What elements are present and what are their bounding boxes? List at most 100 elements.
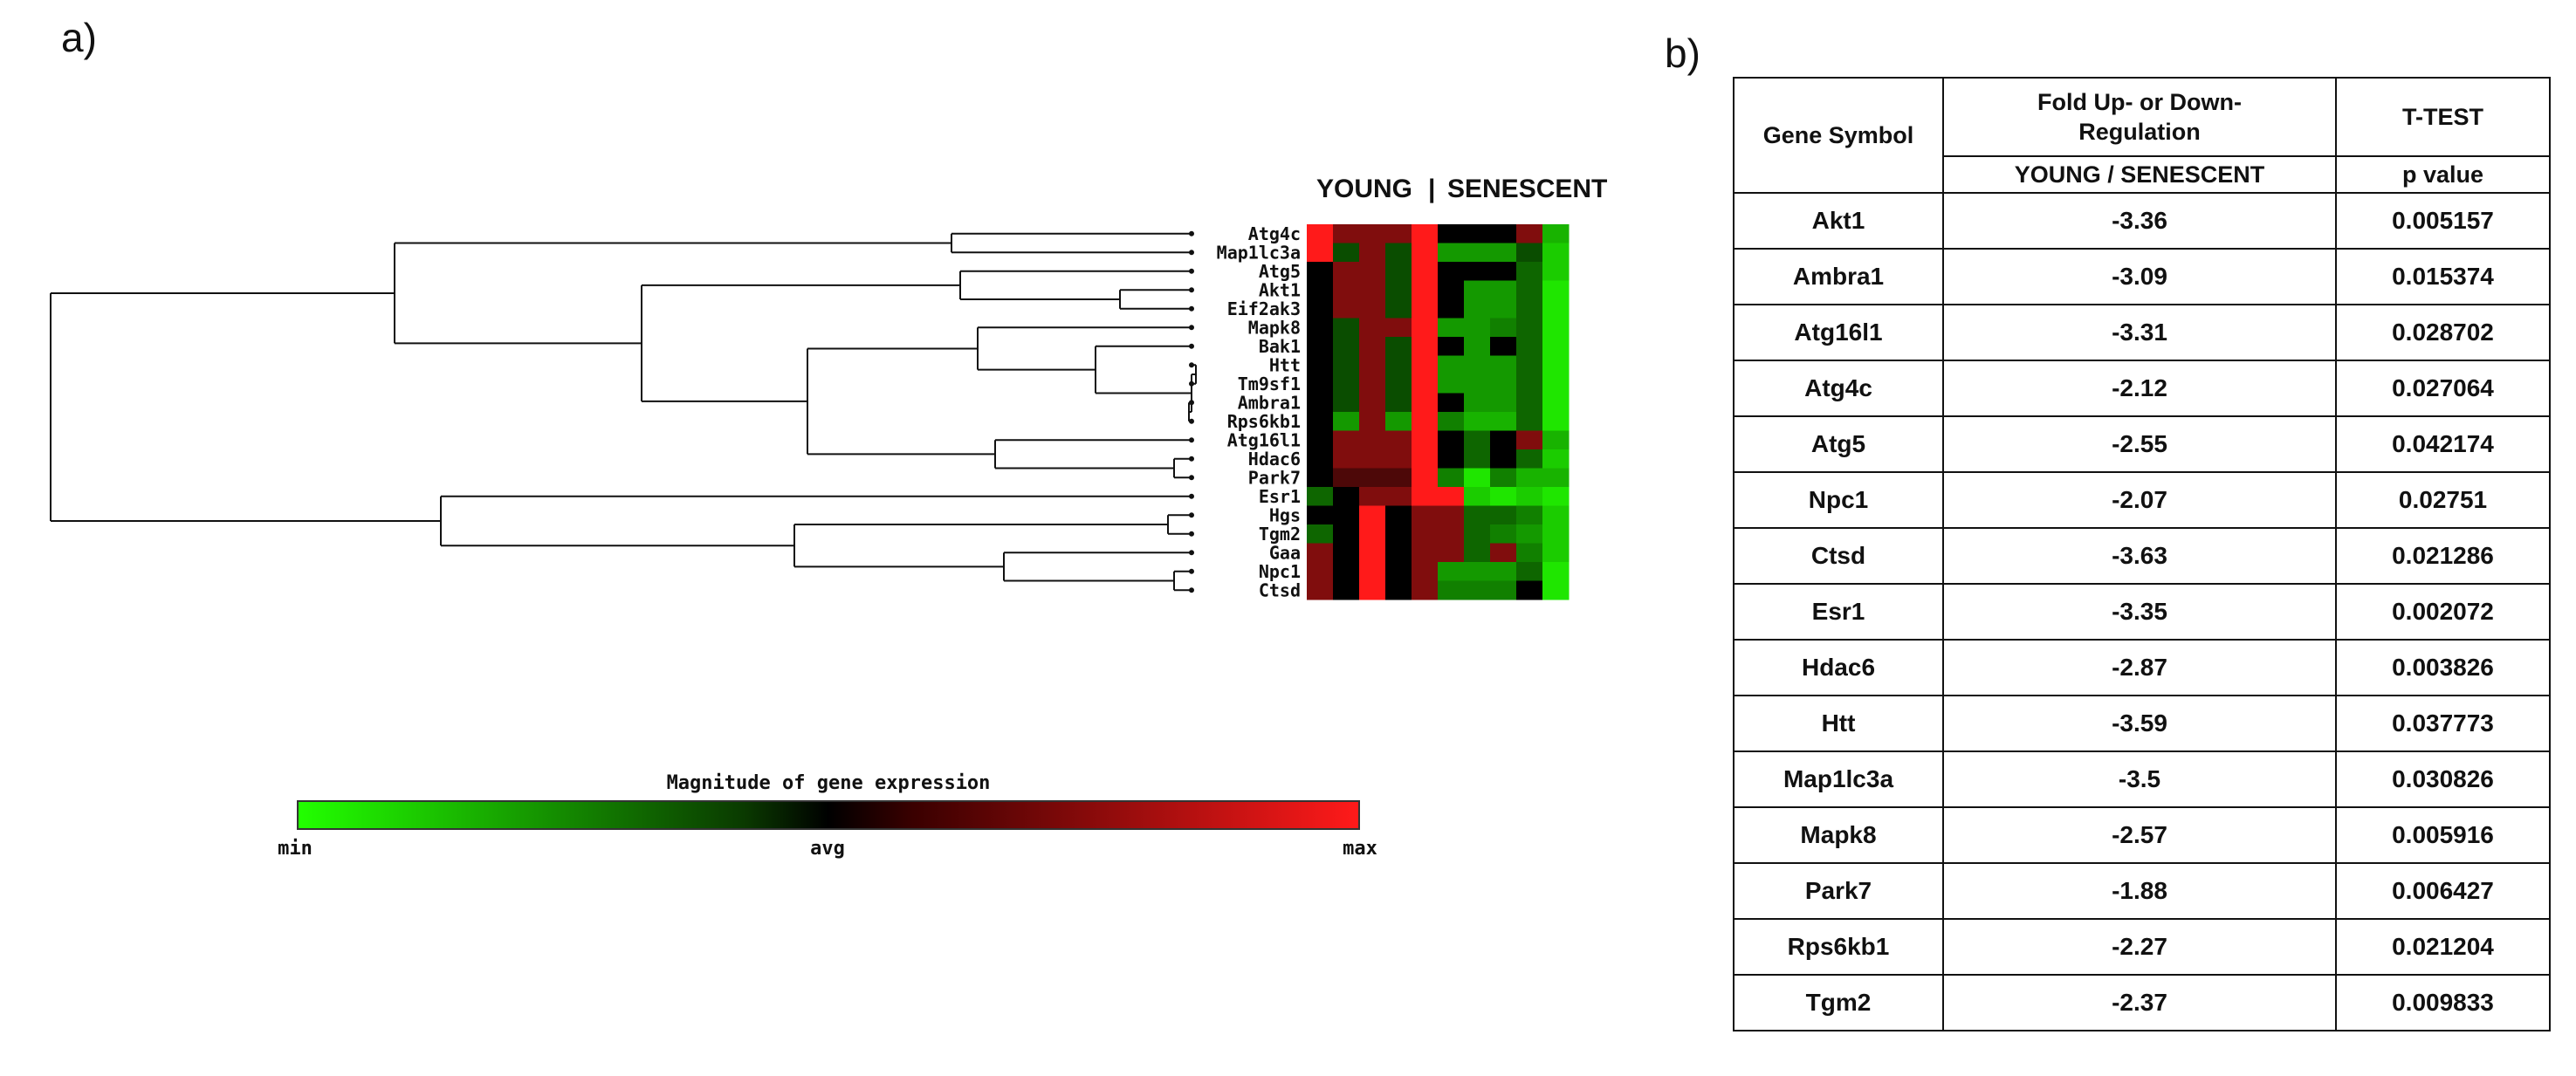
cell-fold: -1.88	[1942, 862, 2337, 920]
heatmap-cell	[1464, 487, 1491, 506]
heatmap-row-label: Rps6kb1	[1227, 411, 1301, 432]
heatmap-cell	[1438, 393, 1465, 413]
table-row: Atg5 -2.55 0.042174	[1733, 415, 2551, 473]
table-row: Mapk8 -2.57 0.005916	[1733, 806, 2551, 864]
heatmap-cell	[1438, 580, 1465, 600]
cell-gene: Htt	[1733, 695, 1944, 752]
heatmap-cell	[1412, 505, 1439, 525]
heatmap-row-label: Bak1	[1259, 336, 1301, 357]
heatmap-cell	[1542, 243, 1570, 263]
cell-gene: Ambra1	[1733, 248, 1944, 305]
dendrogram	[50, 230, 1197, 593]
heatmap-cell	[1542, 449, 1570, 469]
cell-gene: Map1lc3a	[1733, 750, 1944, 808]
cell-fold: -2.27	[1942, 918, 2337, 976]
heatmap-cell	[1464, 393, 1491, 413]
cell-p: 0.005916	[2335, 806, 2551, 864]
heatmap-cell	[1333, 318, 1360, 338]
heatmap-cell	[1385, 224, 1412, 243]
heatmap-cell	[1464, 262, 1491, 281]
heatmap-cell	[1464, 243, 1491, 263]
dendrogram-leaf-dot	[1189, 325, 1194, 331]
heatmap-cell	[1412, 355, 1439, 375]
heatmap-cell	[1333, 543, 1360, 563]
heatmap-cell	[1464, 355, 1491, 375]
dendrogram-leaf-dot	[1189, 400, 1194, 406]
heatmap-cell	[1464, 468, 1491, 488]
heatmap-cell	[1359, 430, 1386, 450]
heatmap-cell	[1385, 580, 1412, 600]
heatmap-row-label: Hgs	[1269, 504, 1301, 525]
heatmap-cell	[1438, 487, 1465, 506]
dendrogram-leaf-dot	[1189, 305, 1194, 312]
dendrogram-leaf-dot	[1189, 268, 1194, 274]
heatmap-cell	[1516, 299, 1543, 319]
heatmap-cell	[1516, 337, 1543, 356]
table-row: Park7 -1.88 0.006427	[1733, 862, 2551, 920]
heatmap-cell	[1490, 487, 1517, 506]
heatmap-row-label: Atg5	[1259, 261, 1301, 282]
cell-gene: Akt1	[1733, 192, 1944, 250]
cell-p: 0.037773	[2335, 695, 2551, 752]
cell-gene: Tgm2	[1733, 974, 1944, 1031]
heatmap-cell	[1516, 412, 1543, 431]
heatmap-cell	[1412, 524, 1439, 544]
heatmap-cell	[1412, 262, 1439, 281]
heatmap-cell	[1385, 337, 1412, 356]
heatmap-cell	[1490, 374, 1517, 394]
heatmap-cell	[1359, 299, 1386, 319]
heatmap-cell	[1516, 468, 1543, 488]
heatmap-cell	[1359, 562, 1386, 581]
heatmap-cell	[1333, 524, 1360, 544]
cell-fold: -3.09	[1942, 248, 2337, 305]
heatmap-cell	[1359, 393, 1386, 413]
cell-p: 0.028702	[2335, 304, 2551, 361]
cell-fold: -3.59	[1942, 695, 2337, 752]
heatmap-cell	[1542, 580, 1570, 600]
heatmap-cell	[1516, 505, 1543, 525]
heatmap-cell	[1333, 505, 1360, 525]
heatmap-cell	[1438, 299, 1465, 319]
heatmap-cell	[1307, 543, 1334, 563]
heatmap-cell	[1438, 243, 1465, 263]
heatmap-cell	[1385, 543, 1412, 563]
heatmap-cell	[1438, 524, 1465, 544]
heatmap-cell	[1307, 468, 1334, 488]
heatmap-cell	[1307, 562, 1334, 581]
heatmap-cell	[1385, 280, 1412, 300]
heatmap-cell	[1412, 468, 1439, 488]
heatmap-cell	[1359, 449, 1386, 469]
heatmap-cell	[1490, 580, 1517, 600]
heatmap-cell	[1516, 393, 1543, 413]
heatmap-cell	[1333, 580, 1360, 600]
dendrogram-leaf-dot	[1189, 456, 1194, 462]
header-gene-symbol: Gene Symbol	[1733, 77, 1944, 194]
header-ttest: T-TEST	[2335, 77, 2551, 157]
cell-gene: Hdac6	[1733, 639, 1944, 696]
heatmap-cell	[1412, 580, 1439, 600]
heatmap-cell	[1438, 505, 1465, 525]
table-row: Htt -3.59 0.037773	[1733, 695, 2551, 752]
heatmap-cell	[1412, 337, 1439, 356]
heatmap-cell	[1333, 262, 1360, 281]
heatmap-cell	[1307, 487, 1334, 506]
heatmap-row-label: Hdac6	[1248, 449, 1301, 469]
heatmap-cell	[1333, 562, 1360, 581]
table-row: Ambra1 -3.09 0.015374	[1733, 248, 2551, 305]
heatmap-cell	[1464, 505, 1491, 525]
heatmap-cell	[1307, 262, 1334, 281]
table-row: Ctsd -3.63 0.021286	[1733, 527, 2551, 585]
heatmap-cell	[1542, 280, 1570, 300]
heatmap-cell	[1490, 562, 1517, 581]
header-fold-line2: Regulation	[2078, 119, 2201, 145]
cell-fold: -3.31	[1942, 304, 2337, 361]
heatmap-cell	[1490, 393, 1517, 413]
heatmap-cell	[1490, 468, 1517, 488]
heatmap-cell	[1412, 562, 1439, 581]
heatmap-cell	[1333, 393, 1360, 413]
heatmap-cell	[1385, 562, 1412, 581]
cell-gene: Atg16l1	[1733, 304, 1944, 361]
dendrogram-leaf-dot	[1189, 493, 1194, 499]
table-row: Akt1 -3.36 0.005157	[1733, 192, 2551, 250]
heatmap-cell	[1412, 224, 1439, 243]
